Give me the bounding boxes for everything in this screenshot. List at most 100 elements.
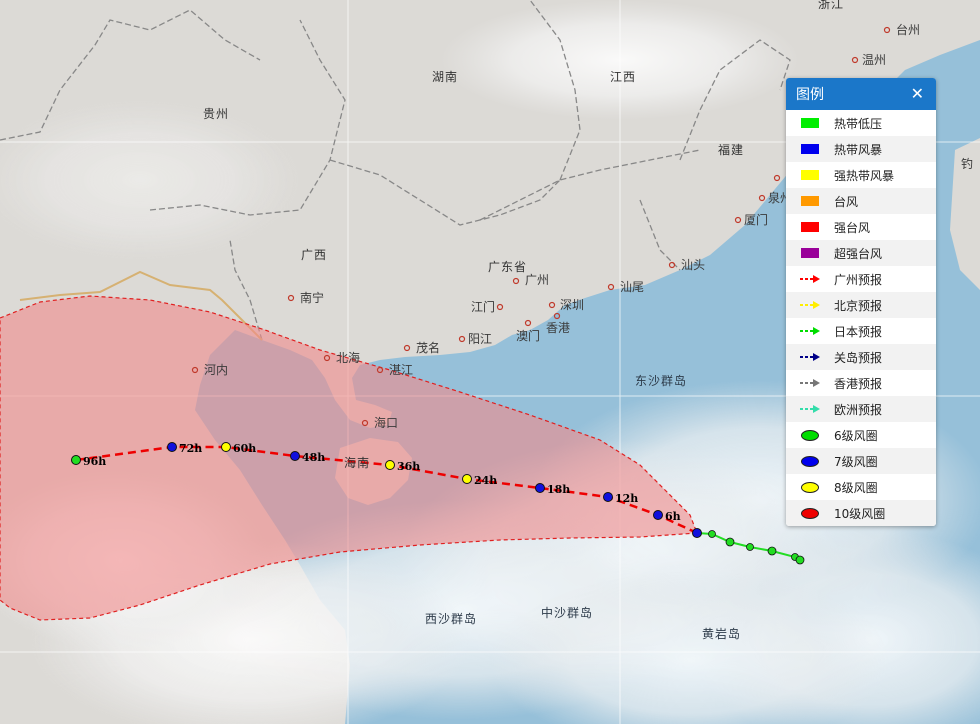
track-point-36h[interactable] xyxy=(385,460,395,470)
hour-label: 60h xyxy=(233,442,256,455)
legend-label: 热带风暴 xyxy=(834,142,883,157)
hour-label: 48h xyxy=(302,451,325,464)
legend-label: 10级风圈 xyxy=(834,506,886,521)
track-point-72h[interactable] xyxy=(167,442,177,452)
legend-label: 7级风圈 xyxy=(834,454,878,469)
track-point-24h[interactable] xyxy=(462,474,472,484)
dashed-arrow-icon xyxy=(786,370,834,396)
legend-swatch xyxy=(786,214,834,240)
province-labels: 贵州 湖南 江西 浙江 广西 广东省 福建 海南 xyxy=(203,0,844,470)
legend-circle-swatch xyxy=(786,448,834,474)
country-border xyxy=(19,270,263,341)
legend-swatch xyxy=(786,110,834,136)
city-label: 河内 xyxy=(204,363,228,377)
legend-title: 图例 xyxy=(796,87,824,103)
legend-item: 热带低压 xyxy=(786,110,936,136)
past-track xyxy=(696,530,805,565)
legend-label: 8级风圈 xyxy=(834,480,878,495)
legend-label: 香港预报 xyxy=(834,376,883,391)
legend-swatch xyxy=(786,162,834,188)
city-label: 汕尾 xyxy=(620,280,644,294)
city-label: 澳门 xyxy=(516,328,540,343)
region-label: 海南 xyxy=(344,455,370,470)
legend-item: 超强台风 xyxy=(786,240,936,266)
city-labels: 台州 温州 南宁 广州 汕尾 汕头 江门 深圳 香港 澳门 阳江 茂名 北海 湛… xyxy=(204,22,973,430)
legend-item: 日本预报 xyxy=(786,318,936,344)
island-label: 黄岩岛 xyxy=(702,626,741,641)
city-label: 厦门 xyxy=(744,212,768,227)
province-label: 江西 xyxy=(610,70,636,84)
legend-label: 6级风圈 xyxy=(834,428,878,443)
legend-item: 香港预报 xyxy=(786,370,936,396)
legend-swatch xyxy=(786,136,834,162)
province-label: 广西 xyxy=(301,248,327,262)
legend-item: 8级风圈 xyxy=(786,474,936,500)
province-label: 湖南 xyxy=(432,69,458,84)
legend-swatch xyxy=(786,188,834,214)
island-label: 西沙群岛 xyxy=(425,611,477,626)
legend-circle-swatch xyxy=(786,500,834,526)
province-label: 贵州 xyxy=(203,107,229,121)
city-label: 海口 xyxy=(374,415,398,430)
city-label: 江门 xyxy=(471,299,495,314)
legend-item: 7级风圈 xyxy=(786,448,936,474)
legend-label: 热带低压 xyxy=(834,116,883,131)
legend-item: 强台风 xyxy=(786,214,936,240)
legend-label: 台风 xyxy=(834,194,859,209)
city-label: 阳江 xyxy=(468,332,492,346)
city-label: 湛江 xyxy=(389,363,413,377)
hour-label: 6h xyxy=(665,510,681,523)
track-point-12h[interactable] xyxy=(603,492,613,502)
track-point-6h[interactable] xyxy=(653,510,663,520)
sea-labels: 东沙群岛 西沙群岛 中沙群岛 黄岩岛 xyxy=(425,373,741,641)
legend-item: 北京预报 xyxy=(786,292,936,318)
city-label: 广州 xyxy=(525,273,549,287)
legend-label: 北京预报 xyxy=(834,298,883,313)
city-label: 钓 xyxy=(961,157,973,171)
legend-item: 6级风圈 xyxy=(786,422,936,448)
hour-label: 36h xyxy=(397,460,420,473)
island-label: 东沙群岛 xyxy=(635,373,687,388)
close-icon[interactable]: ✕ xyxy=(910,84,924,103)
city-label: 香港 xyxy=(546,321,570,335)
legend-panel: 图例 ✕ 热带低压热带风暴强热带风暴台风强台风超强台风广州预报北京预报日本预报关… xyxy=(786,78,936,526)
forecast-track xyxy=(71,442,702,538)
legend-item: 关岛预报 xyxy=(786,344,936,370)
hour-label: 72h xyxy=(179,442,202,455)
dashed-arrow-icon xyxy=(786,266,834,292)
city-label: 温州 xyxy=(862,53,886,67)
dashed-arrow-icon xyxy=(786,292,834,318)
hour-label: 96h xyxy=(83,455,106,468)
city-label: 茂名 xyxy=(416,340,440,355)
city-label: 汕头 xyxy=(681,258,705,272)
track-point-96h[interactable] xyxy=(71,455,81,465)
city-label: 深圳 xyxy=(560,298,584,312)
legend-item: 强热带风暴 xyxy=(786,162,936,188)
hour-label: 18h xyxy=(547,483,570,496)
dashed-arrow-icon xyxy=(786,396,834,422)
legend-label: 日本预报 xyxy=(834,324,883,339)
track-hour-labels: 6h 12h 18h 24h 36h 48h 60h 72h 96h xyxy=(83,442,681,523)
current-position[interactable] xyxy=(692,528,702,538)
legend-item: 热带风暴 xyxy=(786,136,936,162)
legend-item: 10级风圈 xyxy=(786,500,936,526)
legend-circle-swatch xyxy=(786,422,834,448)
island-label: 中沙群岛 xyxy=(541,605,593,620)
province-label: 浙江 xyxy=(818,0,844,11)
legend-label: 欧洲预报 xyxy=(834,402,883,417)
city-markers xyxy=(191,26,891,427)
legend-header: 图例 ✕ xyxy=(786,78,936,110)
track-point-48h[interactable] xyxy=(290,451,300,461)
province-borders xyxy=(0,0,791,341)
hour-label: 24h xyxy=(474,474,497,487)
legend-label: 强台风 xyxy=(834,220,871,235)
legend-label: 广州预报 xyxy=(834,272,883,287)
legend-label: 强热带风暴 xyxy=(834,168,895,183)
track-point-18h[interactable] xyxy=(535,483,545,493)
legend-circle-swatch xyxy=(786,474,834,500)
legend-swatch xyxy=(786,240,834,266)
province-label: 广东省 xyxy=(488,260,527,274)
track-point-60h[interactable] xyxy=(221,442,231,452)
dashed-arrow-icon xyxy=(786,318,834,344)
taiwan-edge xyxy=(950,138,980,290)
